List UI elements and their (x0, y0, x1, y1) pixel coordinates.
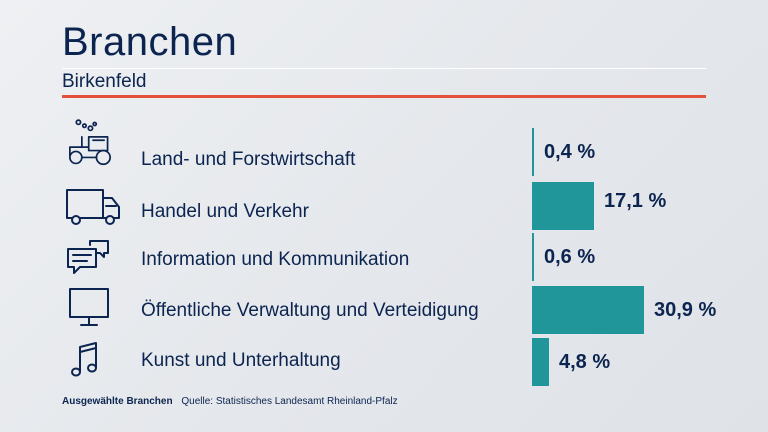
title-divider (62, 68, 706, 69)
bar (532, 286, 644, 334)
category-label: Handel und Verkehr (141, 201, 309, 222)
category-label: Öffentliche Verwaltung und Verteidigung (141, 300, 479, 321)
bar-value-label: 17,1 % (604, 190, 667, 212)
tractor-icon (62, 118, 124, 166)
category-label: Land- und Forstwirtschaft (141, 149, 356, 170)
page-subtitle: Birkenfeld (62, 71, 147, 92)
accent-divider (62, 95, 706, 98)
category-label: Information und Kommunikation (141, 249, 410, 270)
bar-value-label: 4,8 % (559, 351, 611, 373)
footer: Ausgewählte Branchen Quelle: Statistisch… (62, 395, 398, 409)
bar-value-label: 0,4 % (544, 141, 596, 163)
music-note-icon (62, 335, 124, 383)
footer-label: Ausgewählte Branchen (62, 396, 173, 407)
bar (532, 338, 549, 386)
bar-value-label: 30,9 % (654, 299, 717, 321)
category-label: Kunst und Unterhaltung (141, 350, 341, 371)
monitor-icon (62, 283, 124, 331)
truck-icon (62, 182, 124, 230)
chat-bubbles-icon (62, 233, 124, 281)
footer-source: Quelle: Statistisches Landesamt Rheinlan… (181, 396, 398, 407)
page-title: Branchen (62, 20, 238, 64)
bar (532, 128, 534, 176)
bar (532, 182, 594, 230)
bar-value-label: 0,6 % (544, 246, 596, 268)
bar (532, 233, 534, 281)
